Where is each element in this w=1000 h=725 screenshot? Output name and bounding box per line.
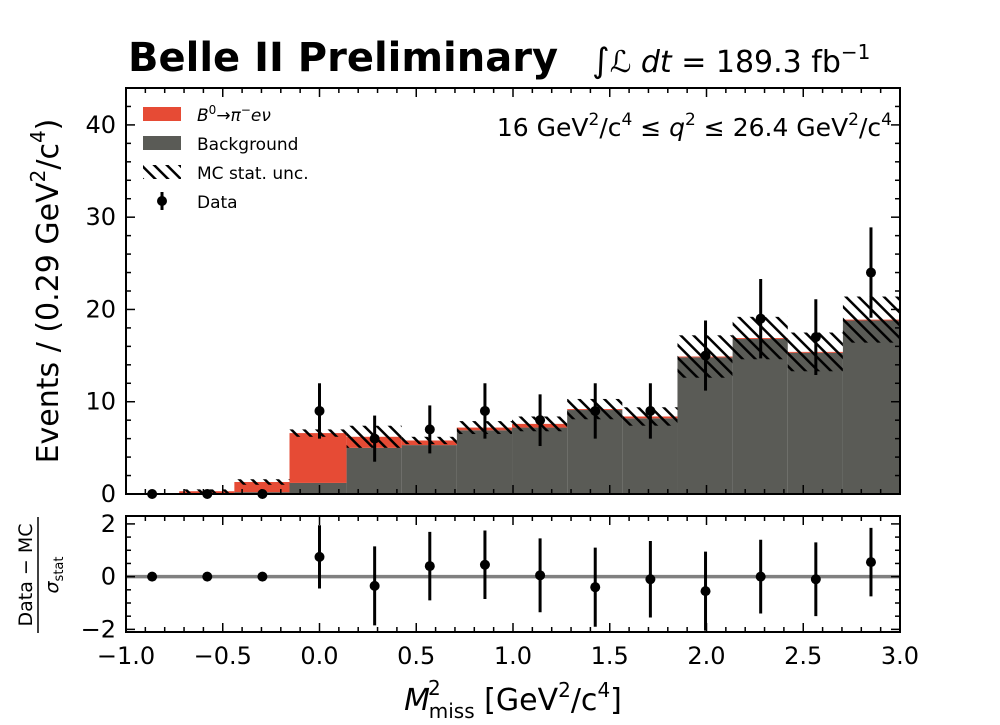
pull-point xyxy=(865,557,876,568)
x-tick-label: 3.0 xyxy=(881,642,919,670)
background-bar xyxy=(289,482,347,494)
pull-point xyxy=(202,571,213,582)
legend-swatch-background xyxy=(143,136,181,150)
data-point xyxy=(865,267,876,278)
x-tick-label: 2.0 xyxy=(687,642,725,670)
x-tick-label: 0.5 xyxy=(397,642,435,670)
ratio-y-tick-label: 0 xyxy=(101,563,116,591)
pull-point xyxy=(147,571,158,582)
signal-bar xyxy=(234,482,290,493)
data-point xyxy=(590,405,601,416)
ratio-y-tick-label: 2 xyxy=(101,510,116,538)
x-tick-label: 1.0 xyxy=(494,642,532,670)
x-tick-label: 2.5 xyxy=(784,642,822,670)
background-bar xyxy=(787,352,843,494)
pull-point xyxy=(424,561,435,572)
background-bar xyxy=(456,430,513,494)
pull-point xyxy=(590,582,601,593)
data-point xyxy=(755,313,766,324)
pull-point xyxy=(700,586,711,597)
data-point xyxy=(700,350,711,361)
y-tick-label: 20 xyxy=(85,295,116,323)
x-tick-label: 0.0 xyxy=(300,642,338,670)
pull-point xyxy=(645,574,656,585)
signal-bar xyxy=(289,433,347,483)
pull-point xyxy=(479,559,490,570)
data-point xyxy=(810,332,821,343)
legend-label-data: Data xyxy=(197,193,238,213)
y-tick-label: 30 xyxy=(85,203,116,231)
data-point xyxy=(314,405,325,416)
y-tick-label: 0 xyxy=(101,480,116,508)
mc-unc-band xyxy=(234,479,290,485)
ratio-y-tick-label: −2 xyxy=(81,615,116,643)
pull-point xyxy=(314,551,325,562)
q2-region-label: 16 GeV2/c4 ≤ q2 ≤ 26.4 GeV2/c4 xyxy=(497,110,892,142)
data-point xyxy=(535,415,546,426)
legend-swatch-signal xyxy=(143,107,181,121)
chart-title: Belle II Preliminary xyxy=(128,35,558,81)
legend-label-mc-unc: MC stat. unc. xyxy=(197,164,309,184)
legend-label-signal: B0→π−eν xyxy=(197,103,271,126)
legend-marker-data xyxy=(157,196,167,206)
ratio-y-axis-label: Data − MC σstat xyxy=(15,517,67,633)
pull-point xyxy=(369,580,380,591)
background-bar xyxy=(842,320,900,494)
y-axis-label: Events / (0.29 GeV2/c4) xyxy=(26,119,66,464)
x-axis-label: M2 miss [GeV2/c4] xyxy=(404,676,622,723)
luminosity-label: ∫ℒ dt = 189.3 fb−1 xyxy=(592,40,870,81)
ratio-label-numerator: Data − MC xyxy=(15,523,37,626)
axis-ticks xyxy=(125,87,901,632)
pull-point xyxy=(755,571,766,582)
pull-point xyxy=(810,574,821,585)
x-tick-label: 1.5 xyxy=(591,642,629,670)
tick-labels: −1.0 −0.5 0.0 0.5 1.0 1.5 2.0 2.5 3.0010203040−2… xyxy=(81,111,919,670)
x-tick-label: −1.0 xyxy=(97,642,155,670)
data-point xyxy=(369,433,380,444)
pull-point xyxy=(535,570,546,581)
ratio-panel-content xyxy=(126,525,900,631)
pull-point xyxy=(257,571,268,582)
x-tick-label: −0.5 xyxy=(194,642,252,670)
legend-label-background: Background xyxy=(197,135,298,155)
data-point xyxy=(645,405,656,416)
ratio-panel-frame xyxy=(125,515,901,633)
legend: B0→π−eν Background MC stat. unc. Data xyxy=(143,103,309,213)
ratio-label-denominator: σstat xyxy=(41,557,67,594)
data-point xyxy=(479,405,490,416)
y-tick-label: 10 xyxy=(85,388,116,416)
data-point xyxy=(424,424,435,435)
main-histogram xyxy=(126,296,900,494)
y-tick-label: 40 xyxy=(85,111,116,139)
legend-swatch-mc-unc xyxy=(143,165,181,179)
background-bar xyxy=(732,338,788,494)
